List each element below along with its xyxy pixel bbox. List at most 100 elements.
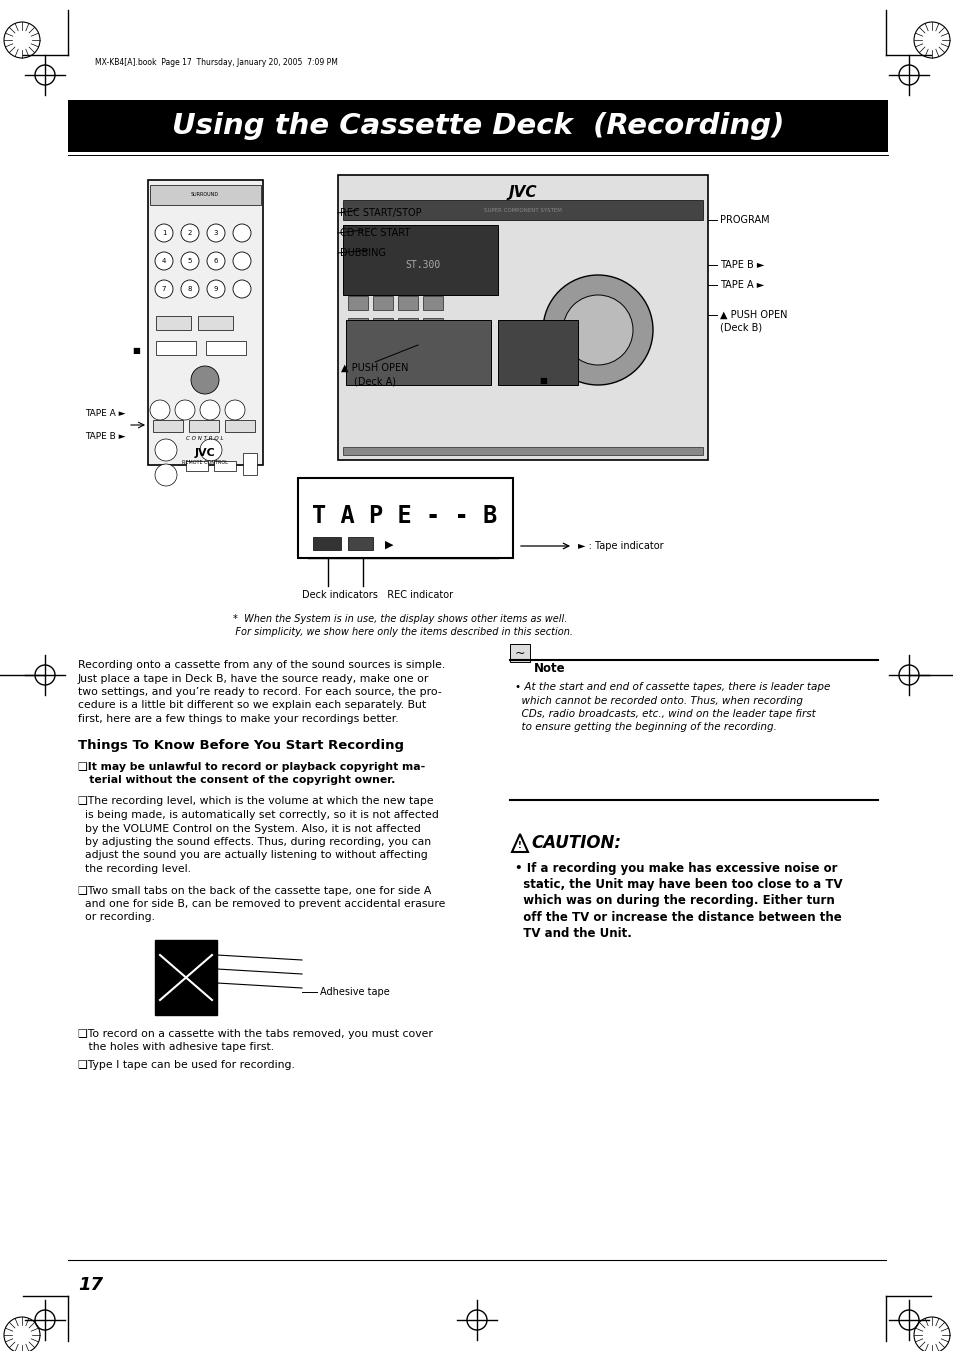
Text: T A P E - - B: T A P E - - B [312, 504, 497, 528]
Bar [397, 340, 417, 354]
Text: PROGRAM: PROGRAM [720, 215, 769, 226]
Bar [243, 453, 256, 476]
Text: • If a recording you make has excessive noise or: • If a recording you make has excessive … [515, 862, 837, 875]
Circle shape [200, 439, 222, 461]
Text: first, here are a few things to make your recordings better.: first, here are a few things to make you… [78, 713, 398, 724]
Text: • At the start and end of cassette tapes, there is leader tape: • At the start and end of cassette tapes… [515, 682, 829, 692]
Text: 5: 5 [188, 258, 192, 263]
Text: ❑To record on a cassette with the tabs removed, you must cover: ❑To record on a cassette with the tabs r… [78, 1029, 433, 1039]
Text: which was on during the recording. Either turn: which was on during the recording. Eithe… [515, 894, 834, 908]
Circle shape [200, 400, 220, 420]
Text: by the VOLUME Control on the System. Also, it is not affected: by the VOLUME Control on the System. Als… [78, 824, 420, 834]
Bar [156, 316, 191, 330]
Text: CD REC START: CD REC START [339, 228, 410, 238]
Text: or recording.: or recording. [78, 912, 154, 923]
Circle shape [154, 439, 177, 461]
Bar [154, 940, 216, 1015]
Circle shape [174, 400, 194, 420]
Bar [337, 176, 707, 459]
Circle shape [191, 366, 219, 394]
Text: Deck indicators   REC indicator: Deck indicators REC indicator [302, 590, 453, 600]
Bar [422, 317, 442, 332]
Circle shape [181, 224, 199, 242]
Bar [156, 340, 195, 355]
Text: 17: 17 [78, 1275, 103, 1294]
Bar [422, 296, 442, 309]
Text: TAPE A ►: TAPE A ► [86, 409, 126, 417]
Circle shape [154, 463, 177, 486]
Bar [346, 320, 491, 385]
Circle shape [207, 253, 225, 270]
Bar [348, 536, 373, 550]
Text: For simplicity, we show here only the items described in this section.: For simplicity, we show here only the it… [226, 627, 573, 638]
Text: Using the Cassette Deck  (Recording): Using the Cassette Deck (Recording) [172, 112, 783, 141]
Polygon shape [512, 834, 527, 852]
Text: C O N T R O L: C O N T R O L [186, 435, 224, 440]
Text: static, the Unit may have been too close to a TV: static, the Unit may have been too close… [515, 878, 841, 892]
Text: 6: 6 [213, 258, 218, 263]
Text: (Deck A): (Deck A) [354, 376, 395, 386]
Text: CAUTION:: CAUTION: [531, 834, 620, 852]
Text: 1: 1 [162, 230, 166, 236]
Bar [497, 320, 578, 385]
Text: the holes with adhesive tape first.: the holes with adhesive tape first. [78, 1043, 274, 1052]
Bar [189, 420, 219, 432]
Circle shape [154, 253, 172, 270]
Text: ▲ PUSH OPEN: ▲ PUSH OPEN [341, 363, 408, 373]
Text: ❑Two small tabs on the back of the cassette tape, one for side A: ❑Two small tabs on the back of the casse… [78, 885, 431, 896]
Circle shape [154, 224, 172, 242]
Text: 9: 9 [213, 286, 218, 292]
Text: ~: ~ [515, 647, 525, 659]
Text: SURROUND: SURROUND [191, 192, 219, 197]
Text: ■: ■ [132, 346, 140, 354]
Text: cedure is a little bit different so we explain each separately. But: cedure is a little bit different so we e… [78, 701, 426, 711]
Bar [373, 296, 393, 309]
Bar [373, 317, 393, 332]
Bar [348, 340, 368, 354]
Circle shape [207, 224, 225, 242]
Text: MX-KB4[A].book  Page 17  Thursday, January 20, 2005  7:09 PM: MX-KB4[A].book Page 17 Thursday, January… [95, 58, 337, 68]
Text: adjust the sound you are actually listening to without affecting: adjust the sound you are actually listen… [78, 851, 427, 861]
Text: ❑It may be unlawful to record or playback copyright ma-: ❑It may be unlawful to record or playbac… [78, 762, 425, 771]
Text: TAPE A ►: TAPE A ► [720, 280, 763, 290]
Bar [213, 461, 235, 471]
Bar [150, 185, 261, 205]
Text: to ensure getting the beginning of the recording.: to ensure getting the beginning of the r… [515, 723, 776, 732]
Text: !: ! [517, 840, 521, 850]
Text: terial without the consent of the copyright owner.: terial without the consent of the copyri… [78, 775, 395, 785]
Circle shape [233, 280, 251, 299]
Bar [397, 317, 417, 332]
Text: ST.300: ST.300 [405, 259, 440, 270]
Bar [68, 100, 887, 153]
Circle shape [233, 253, 251, 270]
Bar [198, 316, 233, 330]
Text: off the TV or increase the distance between the: off the TV or increase the distance betw… [515, 911, 841, 924]
Text: which cannot be recorded onto. Thus, when recording: which cannot be recorded onto. Thus, whe… [515, 696, 802, 705]
Bar [422, 340, 442, 354]
Text: DUBBING: DUBBING [339, 249, 386, 258]
Bar [313, 536, 340, 550]
Text: JVC: JVC [194, 449, 215, 458]
Text: Recording onto a cassette from any of the sound sources is simple.: Recording onto a cassette from any of th… [78, 661, 445, 670]
Bar [348, 317, 368, 332]
Text: Note: Note [534, 662, 565, 676]
Text: ▶: ▶ [385, 540, 393, 550]
Text: CDs, radio broadcasts, etc., wind on the leader tape first: CDs, radio broadcasts, etc., wind on the… [515, 709, 815, 719]
Circle shape [542, 276, 652, 385]
Text: JVC: JVC [508, 185, 537, 200]
Bar [343, 226, 497, 295]
Text: the recording level.: the recording level. [78, 865, 191, 874]
Text: 8: 8 [188, 286, 193, 292]
Text: ❑The recording level, which is the volume at which the new tape: ❑The recording level, which is the volum… [78, 797, 434, 807]
Text: is being made, is automatically set correctly, so it is not affected: is being made, is automatically set corr… [78, 811, 438, 820]
Text: and one for side B, can be removed to prevent accidental erasure: and one for side B, can be removed to pr… [78, 898, 445, 909]
Circle shape [207, 280, 225, 299]
Text: Adhesive tape: Adhesive tape [319, 988, 390, 997]
Text: TV and the Unit.: TV and the Unit. [515, 927, 631, 940]
Text: Things To Know Before You Start Recording: Things To Know Before You Start Recordin… [78, 739, 403, 753]
Text: TAPE B ►: TAPE B ► [720, 259, 763, 270]
Text: by adjusting the sound effects. Thus, during recording, you can: by adjusting the sound effects. Thus, du… [78, 838, 431, 847]
Text: 7: 7 [162, 286, 166, 292]
Bar [373, 340, 393, 354]
Circle shape [150, 400, 170, 420]
